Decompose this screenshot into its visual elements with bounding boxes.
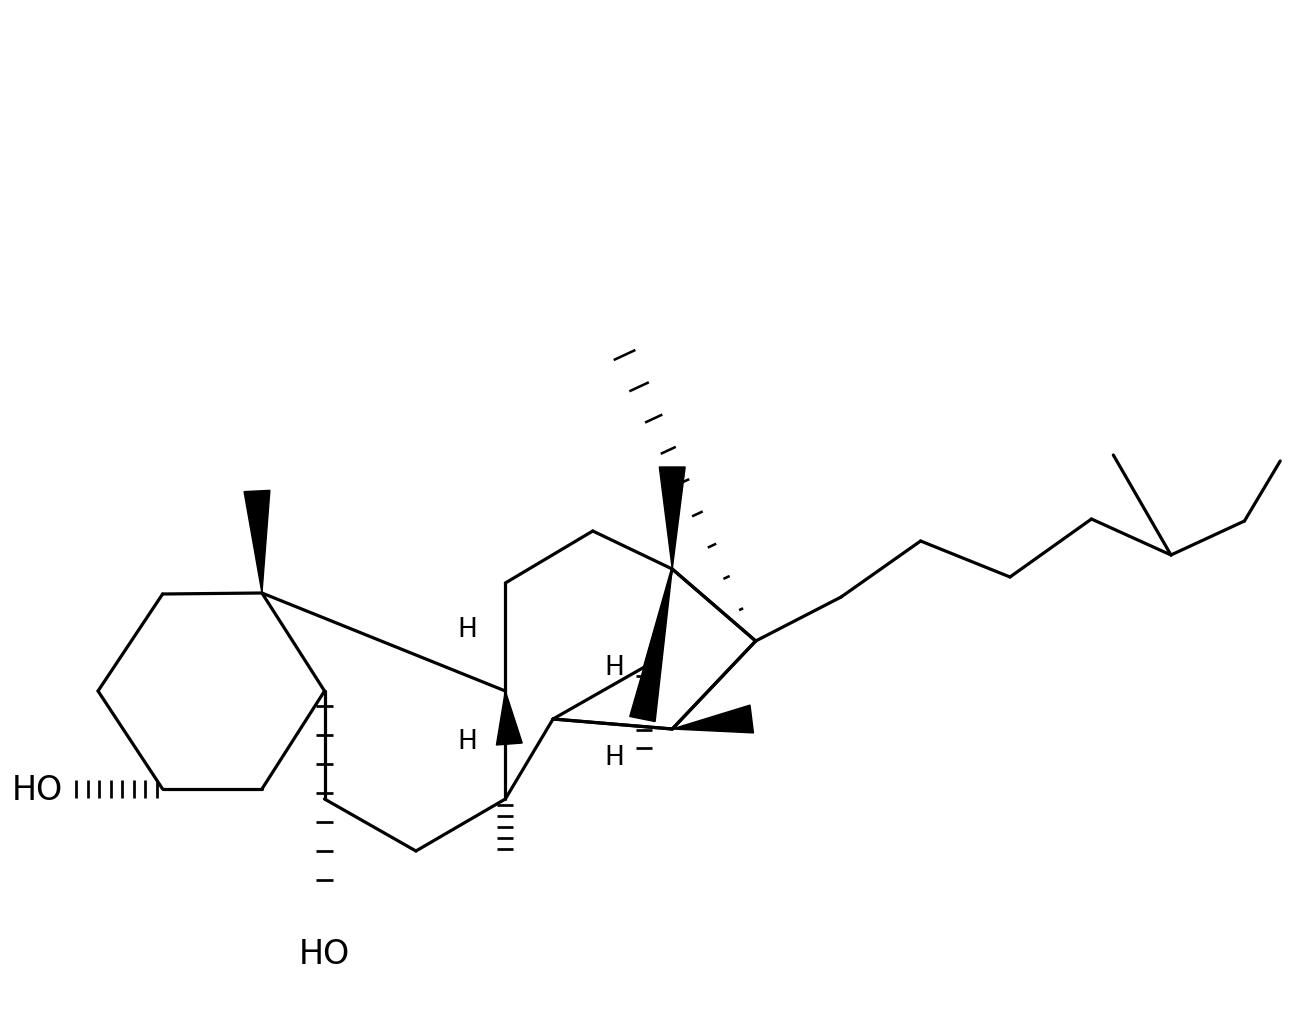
Text: HO: HO — [12, 772, 63, 806]
Polygon shape — [497, 692, 522, 745]
Polygon shape — [629, 569, 673, 722]
Text: H: H — [604, 744, 624, 770]
Text: HO: HO — [298, 937, 350, 970]
Polygon shape — [244, 491, 269, 593]
Polygon shape — [660, 467, 685, 569]
Text: H: H — [457, 617, 477, 642]
Polygon shape — [673, 706, 753, 733]
Text: H: H — [457, 728, 477, 754]
Text: H: H — [604, 654, 624, 680]
